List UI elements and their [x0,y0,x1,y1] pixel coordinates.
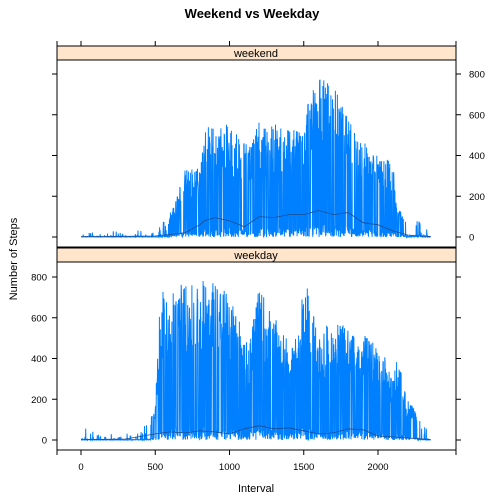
top-ticks [56,41,457,46]
y-axis-weekend: 0 200 400 600 800 [52,70,485,244]
y-tick-label-weekday: 800 [31,273,47,284]
plot-area-weekday [56,261,457,451]
series-line-weekday-steps [80,280,431,442]
y-tick-label-weekend: 800 [469,70,485,81]
y-tick-label-weekend: 400 [469,151,485,162]
x-tick-label: 2000 [367,462,388,473]
x-tick-label: 500 [147,462,163,473]
x-tick-label: 0 [78,462,83,473]
y-tick-label-weekend: 200 [469,192,485,203]
plot-area-weekend [56,59,457,248]
panel-weekend: weekend 0 200 400 600 800 [52,45,485,248]
series-marks-weekday [80,280,431,442]
series-line-weekend-steps [81,79,431,239]
x-axis-label: Interval [238,483,274,495]
chart-title: Weekend vs Weekday [185,6,320,21]
x-tick-label: 1500 [293,462,314,473]
y-tick-label-weekend: 0 [469,233,474,244]
series-marks-weekend [80,79,431,239]
y-axis-weekday: 0 200 400 600 800 [31,273,461,447]
series-line-weekend-mean [80,210,431,237]
y-tick-label-weekday: 600 [31,313,47,324]
y-tick-label-weekday: 400 [31,354,47,365]
y-axis-label: Number of Steps [8,217,20,300]
x-tick-label: 1000 [219,462,240,473]
y-tick-label-weekday: 200 [31,395,47,406]
y-tick-label-weekend: 600 [469,110,485,121]
series-line-weekday-mean [80,425,431,440]
x-axis: 0 500 1000 1500 2000 [56,450,457,473]
y-tick-label-weekday: 0 [42,436,47,447]
panel-weekday: weekday 0 200 400 600 800 [31,247,461,451]
strip-label-weekday: weekday [233,250,278,262]
strip-label-weekend: weekend [233,48,278,60]
